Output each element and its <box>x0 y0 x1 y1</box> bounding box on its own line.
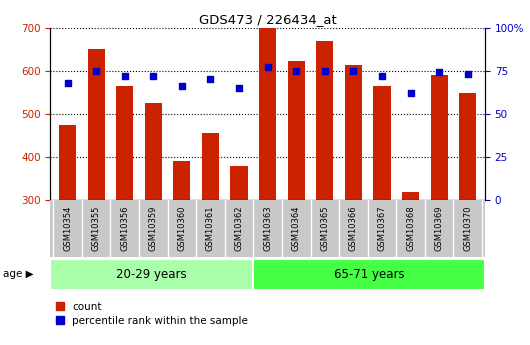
Point <box>263 65 272 70</box>
Bar <box>316 41 333 200</box>
Point <box>92 68 100 73</box>
Text: GSM10360: GSM10360 <box>178 206 187 251</box>
Legend: count, percentile rank within the sample: count, percentile rank within the sample <box>56 302 248 326</box>
Bar <box>116 86 133 200</box>
Point <box>407 90 415 96</box>
Bar <box>87 49 105 200</box>
Text: GSM10354: GSM10354 <box>63 206 72 251</box>
Bar <box>374 86 391 200</box>
Text: GSM10368: GSM10368 <box>406 206 415 252</box>
Text: GSM10361: GSM10361 <box>206 206 215 251</box>
Text: GSM10366: GSM10366 <box>349 206 358 252</box>
Text: GSM10370: GSM10370 <box>463 206 472 251</box>
Point <box>235 85 243 91</box>
Bar <box>145 103 162 200</box>
Bar <box>253 259 485 290</box>
Title: GDS473 / 226434_at: GDS473 / 226434_at <box>199 13 337 27</box>
Text: GSM10356: GSM10356 <box>120 206 129 251</box>
Text: GSM10367: GSM10367 <box>377 206 386 252</box>
Point <box>206 77 215 82</box>
Bar <box>231 166 248 200</box>
Text: GSM10369: GSM10369 <box>435 206 444 251</box>
Point <box>120 73 129 79</box>
Text: GSM10362: GSM10362 <box>235 206 244 251</box>
Text: GSM10364: GSM10364 <box>292 206 301 251</box>
Bar <box>173 161 190 200</box>
Text: GSM10365: GSM10365 <box>320 206 329 251</box>
Bar <box>50 259 253 290</box>
Bar <box>259 28 276 200</box>
Point <box>349 68 358 73</box>
Point <box>149 73 157 79</box>
Bar <box>202 133 219 200</box>
Text: 65-71 years: 65-71 years <box>334 268 404 281</box>
Bar <box>459 93 476 200</box>
Point <box>63 80 72 86</box>
Bar <box>402 193 419 200</box>
Point <box>321 68 329 73</box>
Point <box>464 71 472 77</box>
Text: age ▶: age ▶ <box>3 269 33 279</box>
Bar <box>59 125 76 200</box>
Text: GSM10359: GSM10359 <box>149 206 158 251</box>
Text: GSM10355: GSM10355 <box>92 206 101 251</box>
Point <box>292 68 301 73</box>
Text: GSM10363: GSM10363 <box>263 206 272 252</box>
Point <box>435 70 444 75</box>
Bar <box>288 61 305 200</box>
Text: 20-29 years: 20-29 years <box>117 268 187 281</box>
Point <box>178 83 186 89</box>
Bar <box>430 75 448 200</box>
Point <box>378 73 386 79</box>
Bar <box>345 65 362 200</box>
